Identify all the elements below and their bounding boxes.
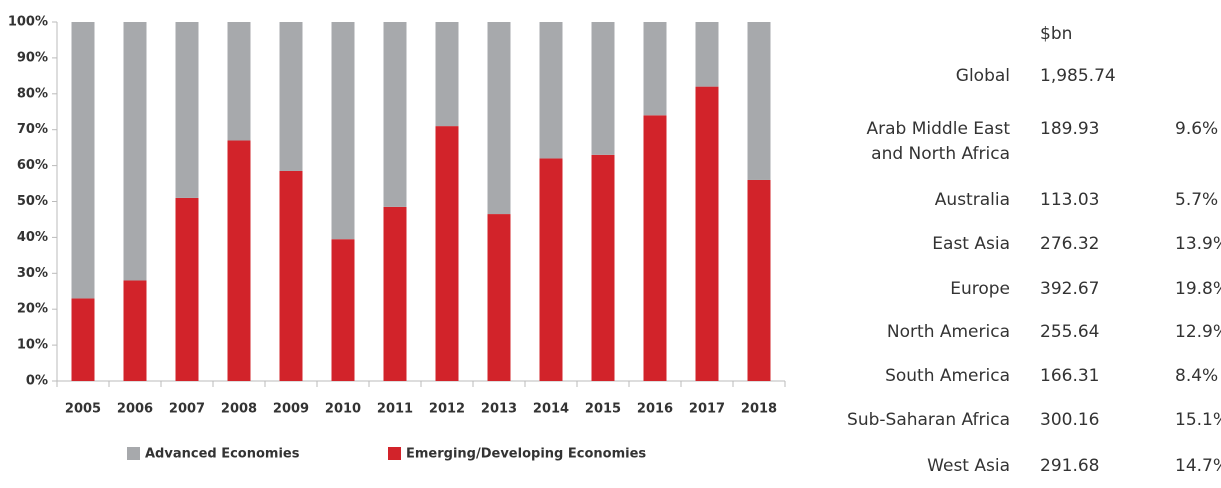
bar-segment xyxy=(123,280,147,381)
legend-swatch xyxy=(388,447,401,460)
bar-segment xyxy=(695,86,719,382)
bar-segment xyxy=(331,22,355,240)
y-tick-label: 40% xyxy=(17,230,48,245)
bar-segment xyxy=(71,298,95,381)
bar-segment xyxy=(747,22,771,180)
bar-segment xyxy=(331,239,355,381)
bar-segment xyxy=(279,170,303,381)
bar-segment xyxy=(435,126,459,381)
x-tick-label: 2016 xyxy=(637,402,673,417)
x-tick-label: 2010 xyxy=(325,402,361,417)
bar-segment xyxy=(383,22,407,207)
x-tick-label: 2009 xyxy=(273,402,309,417)
row-label: Australia xyxy=(934,190,1010,210)
row-value: 1,985.74 xyxy=(1040,66,1116,86)
bar-segment xyxy=(643,22,667,116)
legend-swatch xyxy=(127,447,140,460)
y-tick-label: 20% xyxy=(17,302,48,317)
bar-segment xyxy=(487,214,511,381)
row-share: 13.9% xyxy=(1175,234,1221,254)
bar-segment xyxy=(539,22,563,159)
row-share: 15.1% xyxy=(1175,410,1221,430)
bar-segment xyxy=(175,22,199,198)
y-tick-label: 30% xyxy=(17,266,48,281)
y-tick-label: 0% xyxy=(26,374,48,389)
row-label: East Asia xyxy=(932,234,1010,254)
bar-segment xyxy=(747,179,771,381)
y-tick-label: 100% xyxy=(8,15,48,30)
row-share: 5.7% xyxy=(1175,190,1219,210)
row-label: Arab Middle East and North Africa xyxy=(866,119,1010,164)
x-tick-label: 2006 xyxy=(117,402,153,417)
row-value: 113.03 xyxy=(1040,190,1100,210)
x-tick-label: 2017 xyxy=(689,402,725,417)
bar-segment xyxy=(175,197,199,381)
bar-segment xyxy=(71,22,95,299)
row-share: 9.6% xyxy=(1175,119,1219,139)
row-value: 291.68 xyxy=(1040,456,1100,476)
y-tick-label: 10% xyxy=(17,338,48,353)
bar-segment xyxy=(591,154,615,381)
bar-segment xyxy=(227,140,251,381)
bar-segment xyxy=(227,22,251,141)
row-label: West Asia xyxy=(927,456,1010,476)
row-share: 14.7% xyxy=(1175,456,1221,476)
row-share: 12.9% xyxy=(1175,322,1221,342)
bar-segment xyxy=(279,22,303,171)
chart: 0% 10% 20% 30% 40% 50% 60% 70% 80% 90% 100% 2005 200… xyxy=(8,15,786,462)
x-tick-label: 2012 xyxy=(429,402,465,417)
row-share: 8.4% xyxy=(1175,366,1219,386)
x-tick-label: 2018 xyxy=(741,402,777,417)
y-tick-label: 80% xyxy=(17,86,48,101)
y-tick-label: 90% xyxy=(17,50,48,65)
row-value: 255.64 xyxy=(1040,322,1100,342)
bar-segment xyxy=(383,206,407,381)
bar-segment xyxy=(487,22,511,215)
row-value: 166.31 xyxy=(1040,366,1100,386)
row-value: 189.93 xyxy=(1040,119,1100,139)
bar-segment xyxy=(643,115,667,381)
bar-segment xyxy=(591,22,615,155)
y-tick-label: 50% xyxy=(17,194,48,209)
row-label: Europe xyxy=(950,279,1010,299)
row-label: North America xyxy=(886,322,1010,342)
x-tick-label: 2013 xyxy=(481,402,517,417)
row-value: 300.16 xyxy=(1040,410,1100,430)
row-share: 19.8% xyxy=(1175,279,1221,299)
y-tick-label: 60% xyxy=(17,158,48,173)
legend-label: Advanced Economies xyxy=(145,447,300,462)
row-label: South America xyxy=(885,366,1010,386)
row-value: 276.32 xyxy=(1040,234,1100,254)
table-header: $bn xyxy=(1040,24,1073,44)
row-value: 392.67 xyxy=(1040,279,1100,299)
x-tick-label: 2008 xyxy=(221,402,257,417)
bar-segment xyxy=(123,22,147,281)
y-tick-label: 70% xyxy=(17,122,48,137)
x-tick-label: 2011 xyxy=(377,402,413,417)
x-tick-label: 2005 xyxy=(65,402,101,417)
row-label: Sub-Saharan Africa xyxy=(847,410,1010,430)
x-tick-label: 2015 xyxy=(585,402,621,417)
bar-segment xyxy=(539,158,563,381)
row-label: Global xyxy=(955,66,1010,86)
bar-segment xyxy=(435,22,459,127)
x-tick-label: 2007 xyxy=(169,402,205,417)
x-tick-label: 2014 xyxy=(533,402,569,417)
bar-segment xyxy=(695,22,719,87)
legend-label: Emerging/Developing Economies xyxy=(406,447,646,462)
